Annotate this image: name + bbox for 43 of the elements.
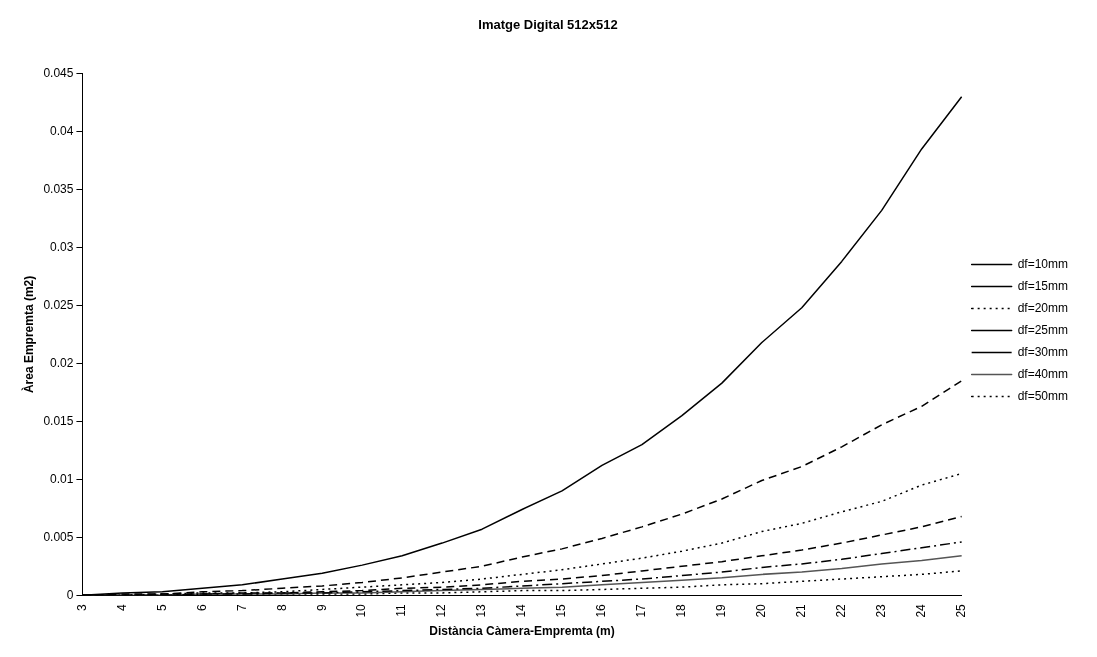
legend-label: df=15mm xyxy=(1017,278,1068,293)
y-tick-label: 0.005 xyxy=(43,529,74,544)
x-tick-label: 20 xyxy=(754,603,769,618)
legend-label: df=10mm xyxy=(1017,256,1068,271)
x-tick-label: 17 xyxy=(634,603,649,618)
x-tick-label: 4 xyxy=(114,603,129,611)
x-tick-label: 12 xyxy=(434,603,449,618)
x-tick-label: 6 xyxy=(194,603,209,611)
y-tick-label: 0.02 xyxy=(50,355,74,370)
legend-label: df=30mm xyxy=(1017,344,1068,359)
x-tick-label: 18 xyxy=(674,603,689,618)
legend-label: df=40mm xyxy=(1017,366,1068,381)
y-tick-label: 0 xyxy=(66,587,74,602)
x-tick-label: 22 xyxy=(834,603,849,618)
y-tick-label: 0.04 xyxy=(50,123,74,138)
y-tick-label: 0.025 xyxy=(43,297,74,312)
legend-label: df=50mm xyxy=(1017,388,1068,403)
legend-label: df=20mm xyxy=(1017,300,1068,315)
x-tick-label: 15 xyxy=(554,603,569,618)
y-tick-label: 0.015 xyxy=(43,413,74,428)
x-tick-label: 8 xyxy=(274,603,289,611)
y-tick-label: 0.035 xyxy=(43,181,74,196)
y-tick-label: 0.03 xyxy=(50,239,74,254)
x-axis-title: Distància Càmera-Empremta (m) xyxy=(429,624,615,639)
y-tick-label: 0.01 xyxy=(50,471,74,486)
x-tick-label: 14 xyxy=(514,603,529,618)
y-tick-label: 0.045 xyxy=(43,65,74,80)
x-tick-label: 13 xyxy=(474,603,489,618)
x-tick-label: 9 xyxy=(314,603,329,611)
x-tick-label: 24 xyxy=(913,603,928,618)
x-tick-label: 3 xyxy=(74,603,89,611)
chart-title: Imatge Digital 512x512 xyxy=(478,17,618,33)
x-tick-label: 23 xyxy=(874,603,889,618)
x-tick-label: 25 xyxy=(953,603,968,618)
x-tick-label: 21 xyxy=(794,603,809,618)
legend-label: df=25mm xyxy=(1017,322,1068,337)
x-tick-label: 7 xyxy=(234,603,249,611)
x-tick-label: 10 xyxy=(354,603,369,618)
x-tick-label: 16 xyxy=(594,603,609,618)
y-axis-title: Àrea Empremta (m2) xyxy=(20,275,36,394)
x-tick-label: 11 xyxy=(394,603,409,617)
x-tick-label: 5 xyxy=(154,603,169,611)
x-tick-label: 19 xyxy=(714,603,729,618)
